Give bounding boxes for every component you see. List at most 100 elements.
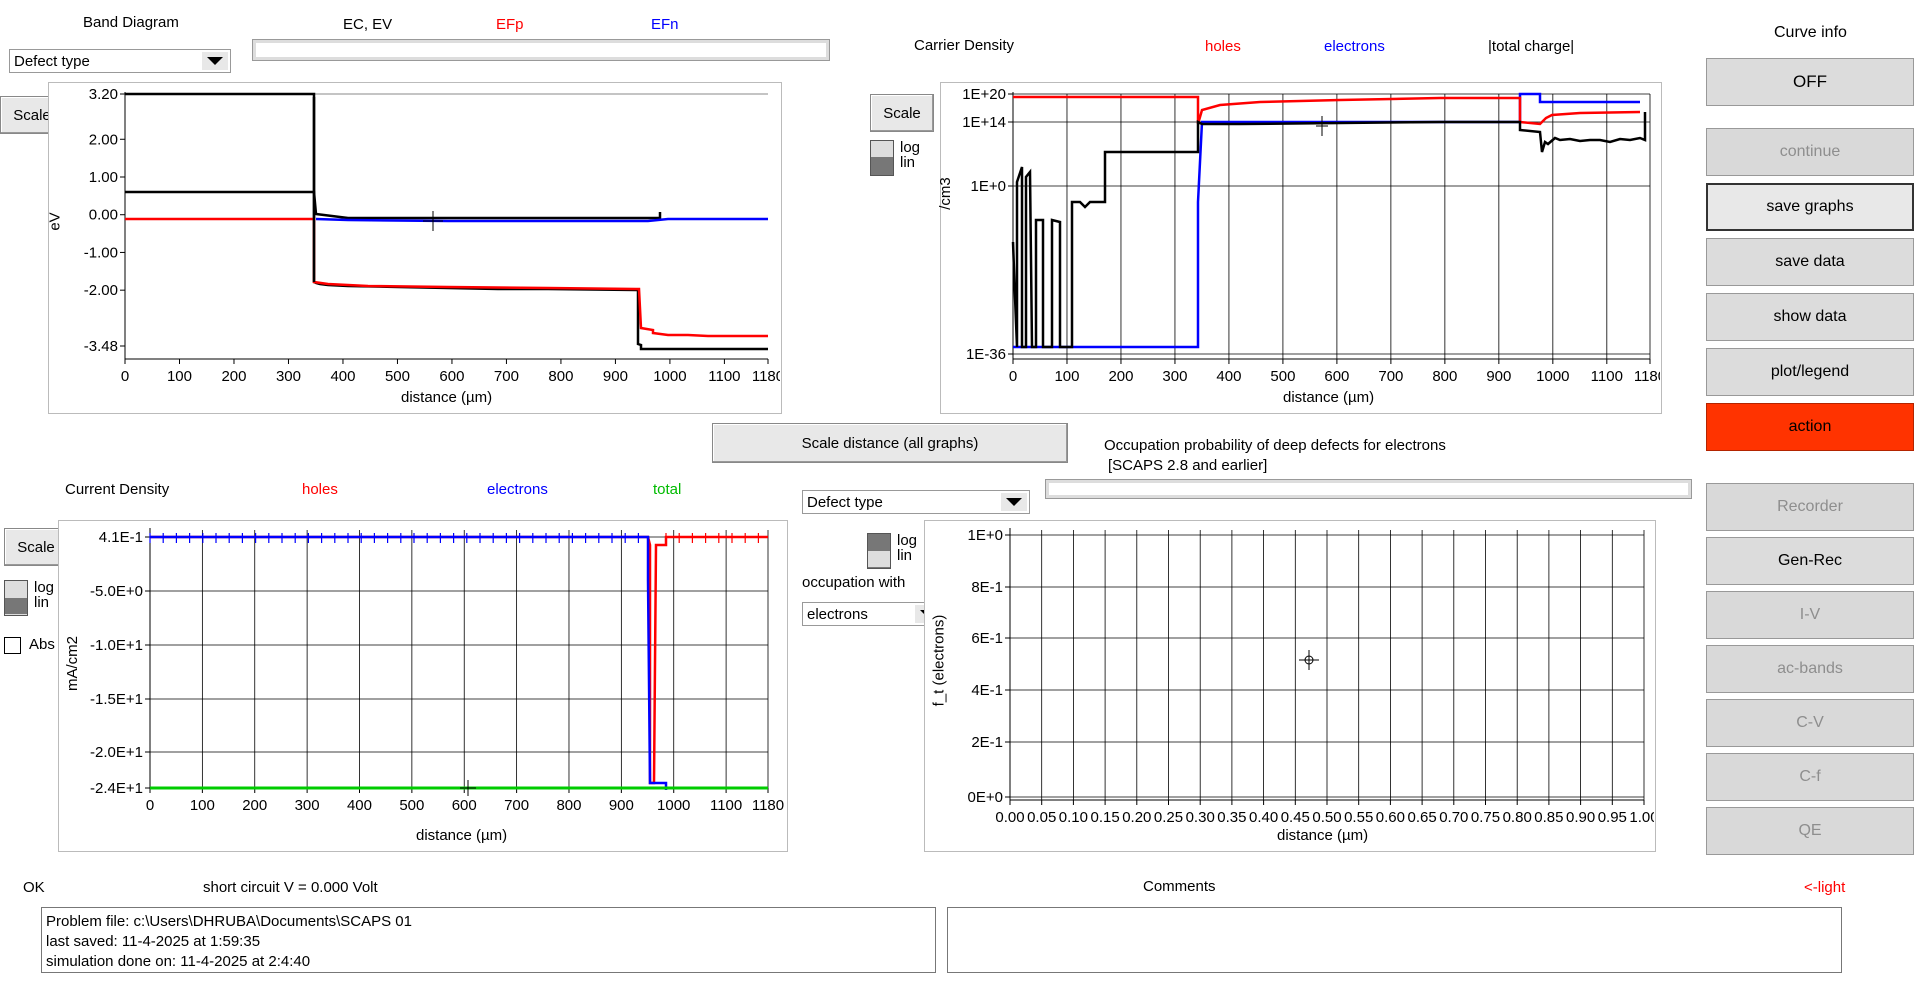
carrier-legend-electrons: electrons xyxy=(1324,38,1385,55)
carrier-total-charge-line xyxy=(1011,112,1647,349)
current-legend-total: total xyxy=(653,481,682,498)
band-curves xyxy=(125,92,768,351)
gen-rec-button[interactable]: Gen-Rec xyxy=(1706,537,1914,585)
ac-bands-button[interactable]: ac-bands xyxy=(1706,645,1914,693)
band-ytick-label: 2.00 xyxy=(89,131,118,148)
occupation-subtitle: [SCAPS 2.8 and earlier] xyxy=(1108,457,1268,474)
occupation-xtick-label: 0.40 xyxy=(1249,809,1278,826)
iv-button[interactable]: I-V xyxy=(1706,591,1914,639)
qe-button[interactable]: QE xyxy=(1706,807,1914,855)
band-xtick-label: 200 xyxy=(221,368,246,385)
current-holes-line xyxy=(150,535,768,785)
chevron-down-icon[interactable] xyxy=(1001,493,1027,511)
band-ylabel: eV xyxy=(46,212,64,231)
occupation-title: Occupation probability of deep defects f… xyxy=(1104,437,1446,454)
current-ytick-label: 4.1E-1 xyxy=(99,529,143,546)
carrier-xtick-label: 200 xyxy=(1108,368,1133,385)
band-xtick-label: 1100 xyxy=(708,368,740,385)
current-xtick-label: 1000 xyxy=(657,797,690,814)
band-legend-efn: EFn xyxy=(651,16,679,33)
carrier-xtick-label: 1180 xyxy=(1634,368,1660,385)
carrier-ytick-label: 1E+14 xyxy=(962,114,1006,131)
occupation-xtick-label: 0.05 xyxy=(1027,809,1056,826)
band-axes: 3.20 2.00 1.00 0.00 -1.00 -2.00 -3.480 100 200 30… xyxy=(84,86,780,385)
cf-button[interactable]: C-f xyxy=(1706,753,1914,801)
band-ytick-label: -2.00 xyxy=(84,282,118,299)
carrier-legend-holes: holes xyxy=(1205,38,1241,55)
last-saved-line: last saved: 11-4-2025 at 1:59:35 xyxy=(46,933,261,950)
band-ytick-label: -1.00 xyxy=(84,244,118,261)
carrier-xtick-label: 600 xyxy=(1324,368,1349,385)
cv-button[interactable]: C-V xyxy=(1706,699,1914,747)
occupation-xlabel: distance (µm) xyxy=(1277,827,1369,844)
occupation-with-label: occupation with xyxy=(802,574,906,591)
band-diagram-chart[interactable]: 3.20 2.00 1.00 0.00 -1.00 -2.00 -3.480 100 200 30… xyxy=(48,82,780,412)
current-axes: 4.1E-1 -5.0E+0 -1.0E+1 -1.5E+1 -2.0E+1 -2.4E+… xyxy=(90,528,784,814)
save-graphs-button[interactable]: save graphs xyxy=(1706,183,1914,231)
occupation-defect-dropdown[interactable]: Defect type xyxy=(802,490,1030,514)
occupation-xtick-label: 0.55 xyxy=(1344,809,1373,826)
current-density-chart[interactable]: 4.1E-1 -5.0E+0 -1.0E+1 -1.5E+1 -2.0E+1 -2.4E+… xyxy=(58,520,786,850)
scale-distance-all-button[interactable]: Scale distance (all graphs) xyxy=(712,423,1068,463)
occupation-xtick-label: 0.30 xyxy=(1186,809,1215,826)
occupation-ytick-label: 4E-1 xyxy=(971,682,1003,699)
plot-legend-button[interactable]: plot/legend xyxy=(1706,348,1914,396)
band-legend-ec-ev: EC, EV xyxy=(343,16,393,33)
current-xtick-label: 300 xyxy=(295,797,320,814)
curve-info-label: Curve info xyxy=(1774,24,1847,41)
occupation-xtick-label: 0.20 xyxy=(1122,809,1151,826)
carrier-density-chart[interactable]: 1E+20 1E+14 1E+0 1E-360 100 200 300 400 500 600 70… xyxy=(940,82,1660,412)
carrier-curves xyxy=(1011,92,1647,349)
abs-checkbox[interactable] xyxy=(4,637,21,654)
save-data-button[interactable]: save data xyxy=(1706,238,1914,286)
carrier-ytick-label: 1E+0 xyxy=(971,178,1006,195)
band-xtick-label: 800 xyxy=(548,368,573,385)
occupation-xtick-label: 0.45 xyxy=(1281,809,1310,826)
occupation-xtick-label: 0.10 xyxy=(1059,809,1088,826)
band-xtick-label: 300 xyxy=(276,368,301,385)
carrier-xtick-label: 1100 xyxy=(1591,368,1623,385)
carrier-ytick-label: 1E+20 xyxy=(962,86,1006,103)
continue-button[interactable]: continue xyxy=(1706,128,1914,176)
band-efn-line xyxy=(315,217,768,223)
carrier-cursor xyxy=(1316,116,1328,136)
occupation-xtick-label: 0.80 xyxy=(1503,809,1532,826)
current-cursor xyxy=(460,780,476,796)
problem-file-line: Problem file: c:\Users\DHRUBA\Documents\… xyxy=(46,913,412,930)
current-xtick-label: 900 xyxy=(609,797,634,814)
band-xtick-label: 0 xyxy=(121,368,129,385)
carrier-xtick-label: 700 xyxy=(1378,368,1403,385)
carrier-ytick-label: 1E-36 xyxy=(966,346,1006,363)
curve-info-off-button[interactable]: OFF xyxy=(1706,58,1914,106)
carrier-scale-button[interactable]: Scale xyxy=(870,94,934,132)
occupation-defect-dropdown-value: Defect type xyxy=(807,493,883,511)
carrier-legend-total-charge: |total charge| xyxy=(1488,38,1575,55)
current-lin-label: lin xyxy=(34,594,50,611)
action-button[interactable]: action xyxy=(1706,403,1914,451)
band-xtick-label: 1000 xyxy=(653,368,686,385)
recorder-button[interactable]: Recorder xyxy=(1706,483,1914,531)
chevron-down-icon[interactable] xyxy=(202,52,228,70)
current-log-label: log xyxy=(34,579,55,596)
comments-box[interactable] xyxy=(947,907,1842,973)
current-legend-electrons: electrons xyxy=(487,481,548,498)
band-defect-dropdown[interactable]: Defect type xyxy=(9,49,231,73)
carrier-xtick-label: 300 xyxy=(1162,368,1187,385)
band-xtick-label: 1180 xyxy=(752,368,780,385)
band-xtick-label: 600 xyxy=(439,368,464,385)
occupation-xtick-label: 0.35 xyxy=(1217,809,1246,826)
carrier-xtick-label: 500 xyxy=(1270,368,1295,385)
occupation-ytick-label: 0E+0 xyxy=(968,789,1003,806)
problem-info-box: Problem file: c:\Users\DHRUBA\Documents\… xyxy=(41,907,936,973)
current-scale-button[interactable]: Scale xyxy=(4,528,68,566)
abs-label: Abs xyxy=(29,636,55,653)
show-data-button[interactable]: show data xyxy=(1706,293,1914,341)
occupation-chart[interactable]: 1E+0 8E-1 6E-1 4E-1 2E-1 0E+0 0.00 0.05 0.10 0.15… xyxy=(924,520,1654,850)
carrier-xtick-label: 0 xyxy=(1009,368,1017,385)
occupation-with-dropdown[interactable]: electrons xyxy=(802,602,944,626)
carrier-log-label: log xyxy=(900,139,921,156)
carrier-holes-line xyxy=(1013,95,1641,126)
band-xlabel: distance (µm) xyxy=(401,389,493,406)
carrier-ylabel: /cm3 xyxy=(936,177,954,210)
occupation-ytick-label: 6E-1 xyxy=(971,630,1003,647)
